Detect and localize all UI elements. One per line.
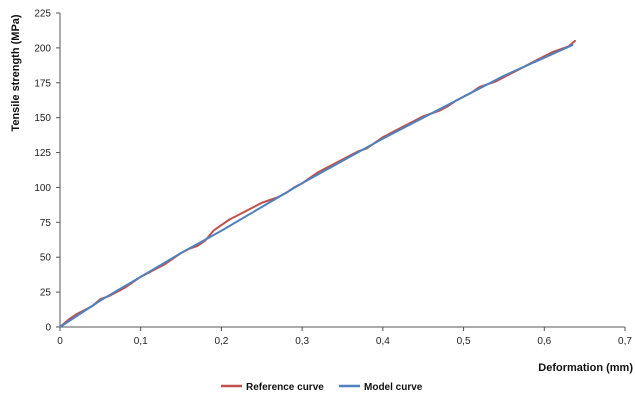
- y-tick-label: 75: [40, 218, 52, 229]
- y-tick-label: 175: [34, 78, 51, 89]
- y-axis-ticks: 0 25 50 75 100 125 150 175 200 225: [34, 9, 60, 334]
- y-axis-title: Tensile strength (MPa): [10, 14, 22, 131]
- legend-reference-curve-label: Reference curve: [246, 382, 324, 393]
- series-line-reference: [59, 39, 576, 328]
- x-tick-label: 0,3: [295, 336, 309, 347]
- series-line-model: [59, 44, 574, 328]
- y-tick-label: 25: [40, 288, 52, 299]
- y-tick-label: 100: [34, 183, 51, 194]
- x-tick-label: 0,7: [618, 336, 632, 347]
- y-tick-label: 150: [34, 113, 51, 124]
- x-tick-label: 0,5: [457, 336, 471, 347]
- x-tick-label: 0: [57, 336, 63, 347]
- x-axis-ticks: 0 0,1 0,2 0,3 0,4 0,5 0,6 0,7: [57, 327, 632, 347]
- y-tick-label: 200: [34, 43, 51, 54]
- x-tick-label: 0,2: [214, 336, 228, 347]
- x-tick-label: 0,1: [134, 336, 148, 347]
- y-tick-label: 50: [40, 253, 52, 264]
- series-layer: [59, 39, 576, 328]
- x-axis-title: Deformation (mm): [538, 362, 633, 374]
- x-tick-label: 0,6: [537, 336, 551, 347]
- x-tick-label: 0,4: [376, 336, 390, 347]
- y-tick-label: 225: [34, 9, 51, 20]
- y-tick-label: 125: [34, 148, 51, 159]
- legend-model-curve-label: Model curve: [364, 382, 423, 393]
- y-tick-label: 0: [45, 323, 51, 334]
- legend: Reference curve Model curve: [221, 382, 423, 393]
